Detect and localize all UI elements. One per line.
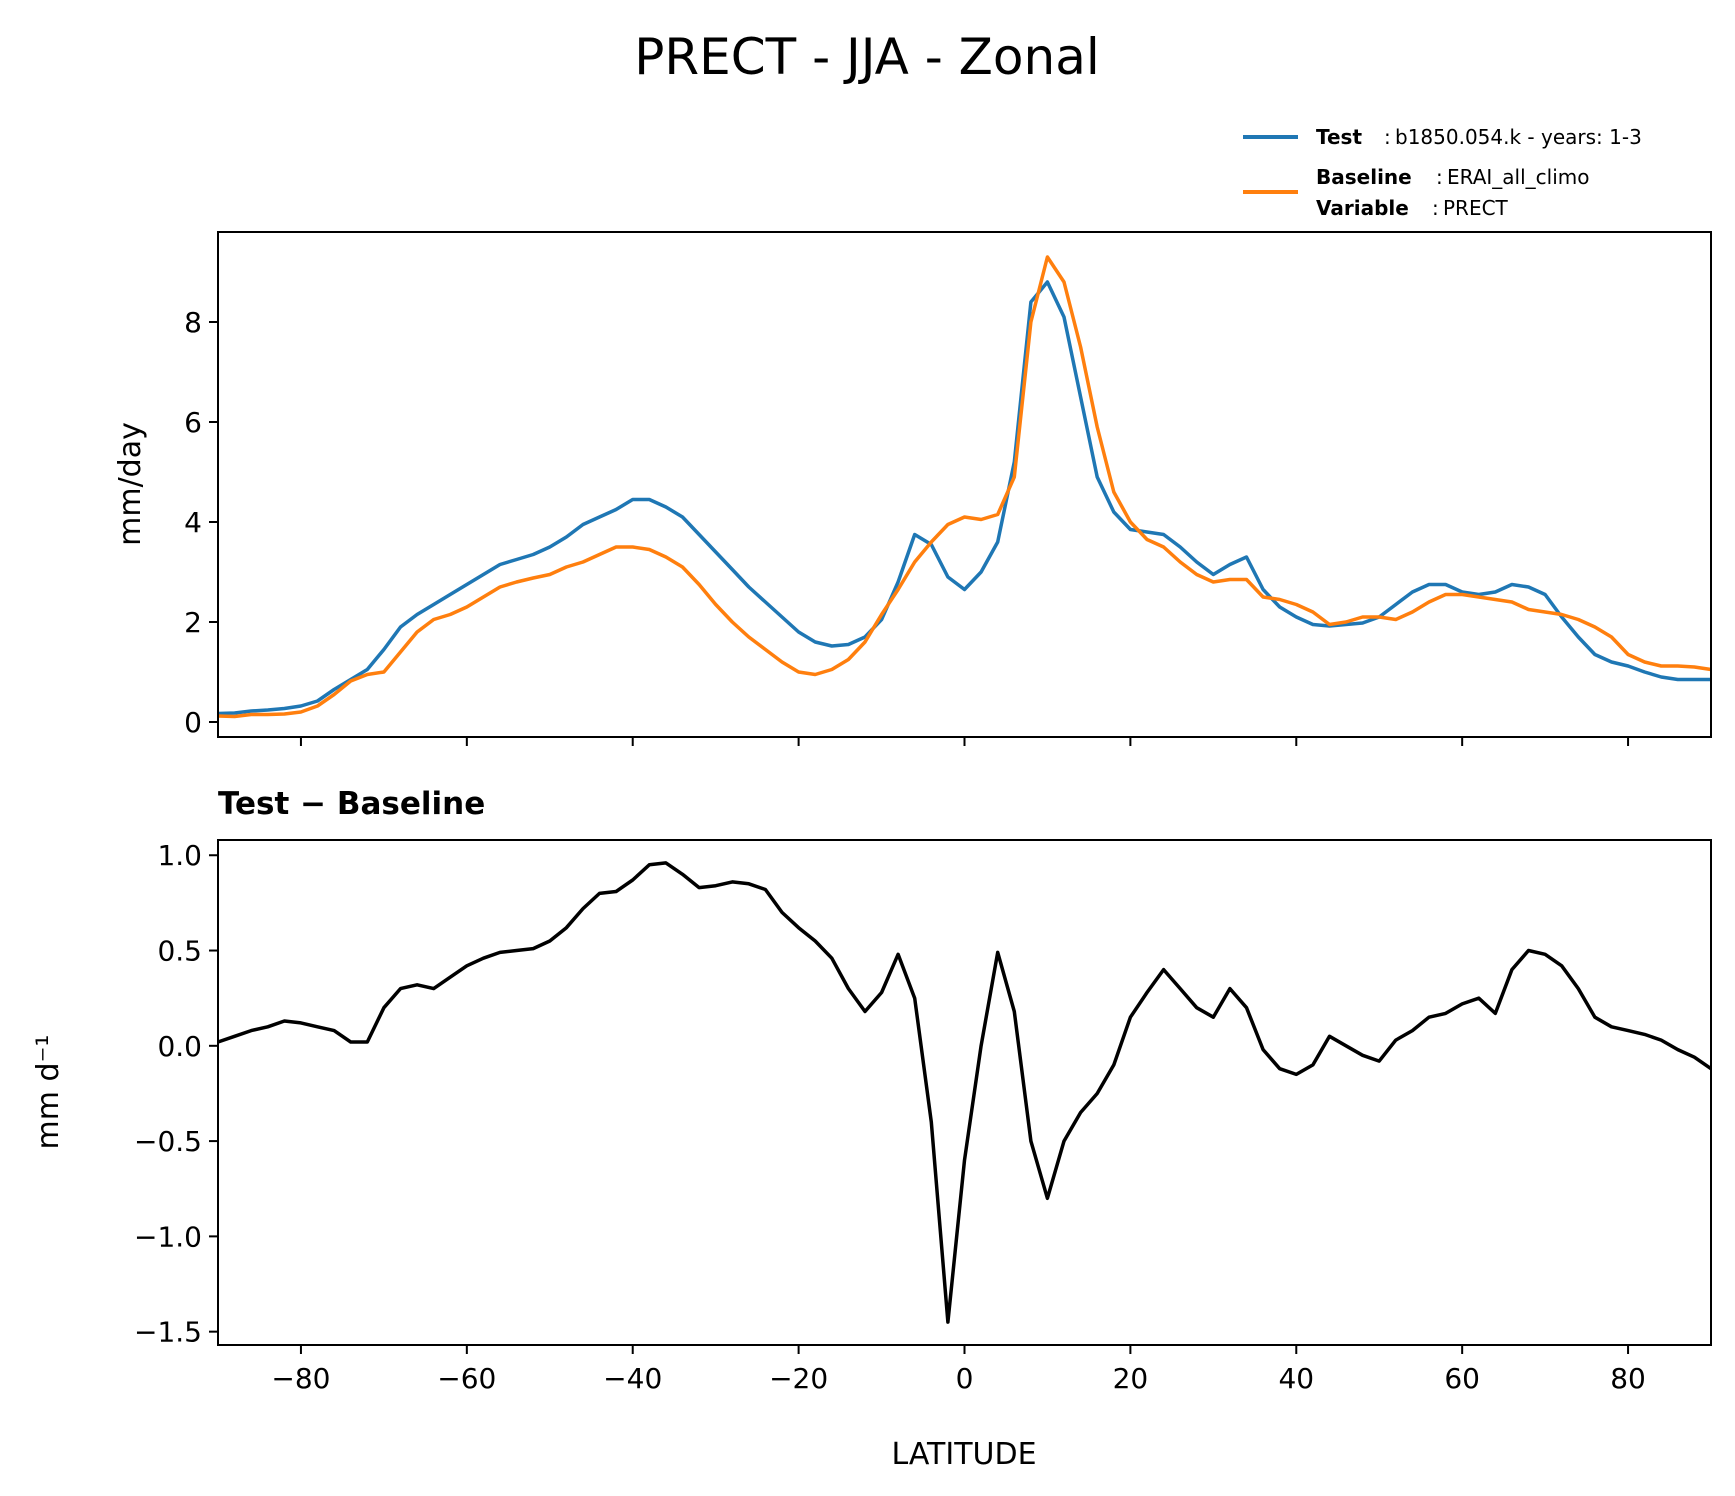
bottom-ytick-label: 0.0 [157,1030,202,1063]
top-ylabel: mm/day [113,422,148,546]
legend-baseline-value: ERAI_all_climo [1447,165,1590,189]
bottom-xtick-label: 80 [1610,1362,1646,1395]
bottom-plot-area [217,861,1712,1324]
bottom-ytick-label: 1.0 [157,839,202,872]
bottom-xtick-label: 20 [1113,1362,1149,1395]
legend-variable-key: Variable [1316,196,1409,220]
top-ytick-label: 2 [184,606,202,639]
legend-baseline-colon: : [1436,165,1443,189]
legend-test-colon: : [1384,125,1391,149]
legend-baseline-key: Baseline [1316,165,1412,189]
bottom-ytick-label: −0.5 [134,1125,202,1158]
figure-title: PRECT - JJA - Zonal [634,28,1099,86]
bottom-xlabel: LATITUDE [891,1437,1036,1472]
legend-test-value: b1850.054.k - years: 1-3 [1395,125,1642,149]
top-series-baseline [217,255,1712,719]
bottom-xtick-label: 0 [956,1362,974,1395]
bottom-xtick-label: −80 [271,1362,330,1395]
top-ytick-label: 0 [184,706,202,739]
bottom-panel: Test − Baseline −1.5 −1.0 −0.5 0.0 0.5 1.0 −80… [31,786,1712,1472]
bottom-xtick-label: −20 [769,1362,828,1395]
top-panel: 0 2 4 6 8 mm/day [113,231,1712,746]
top-ytick-label: 8 [184,306,202,339]
bottom-xtick-label: 60 [1444,1362,1480,1395]
legend: Test : b1850.054.k - years: 1-3 Baseline… [1243,125,1642,220]
bottom-ytick-label: 0.5 [157,935,202,968]
bottom-series-test-baseline [217,861,1712,1324]
top-axis-ticks: 0 2 4 6 8 [184,306,1630,746]
bottom-xtick-label: 40 [1278,1362,1314,1395]
bottom-ytick-label: −1.0 [134,1220,202,1253]
bottom-ytick-label: −1.5 [134,1316,202,1349]
legend-test-key: Test [1316,125,1362,149]
bottom-xtick-label: −40 [603,1362,662,1395]
legend-variable-value: PRECT [1443,196,1509,220]
top-ytick-label: 6 [184,406,202,439]
bottom-xtick-label: −60 [437,1362,496,1395]
legend-variable-colon: : [1432,196,1439,220]
bottom-ylabel: mm d⁻¹ [31,1035,66,1150]
top-series-test [217,280,1711,716]
bottom-axis-ticks: −1.5 −1.0 −0.5 0.0 0.5 1.0 −80 −60 −40 −20 0 20 40 60… [134,839,1646,1395]
top-ytick-label: 4 [184,506,202,539]
bottom-panel-title: Test − Baseline [218,786,485,822]
top-plot-area [217,255,1712,719]
